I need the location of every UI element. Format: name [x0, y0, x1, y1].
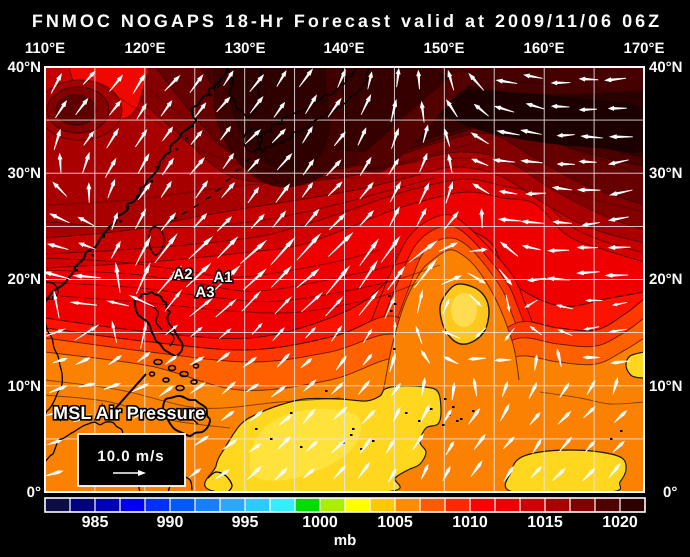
svg-text:995: 995 — [232, 514, 259, 531]
svg-text:A2: A2 — [173, 266, 192, 283]
svg-text:1005: 1005 — [377, 514, 413, 531]
svg-text:990: 990 — [157, 514, 184, 531]
svg-text:985: 985 — [82, 514, 109, 531]
svg-text:110°E: 110°E — [25, 40, 65, 57]
svg-text:40°N: 40°N — [649, 59, 683, 76]
svg-text:120°E: 120°E — [124, 40, 165, 57]
svg-text:FNMOC NOGAPS 18-Hr Forecast va: FNMOC NOGAPS 18-Hr Forecast valid at 200… — [32, 11, 662, 31]
svg-text:160°E: 160°E — [523, 40, 564, 57]
svg-text:20°N: 20°N — [649, 271, 683, 288]
svg-text:10.0 m/s: 10.0 m/s — [97, 448, 164, 465]
svg-text:130°E: 130°E — [224, 40, 265, 57]
svg-text:1020: 1020 — [602, 514, 638, 531]
svg-text:30°N: 30°N — [649, 165, 683, 182]
svg-text:30°N: 30°N — [7, 165, 41, 182]
svg-text:A1: A1 — [213, 269, 232, 286]
svg-text:140°E: 140°E — [323, 40, 364, 57]
svg-text:mb: mb — [334, 532, 357, 549]
svg-text:0°: 0° — [27, 484, 41, 501]
svg-text:10°N: 10°N — [7, 378, 41, 395]
svg-text:A3: A3 — [195, 284, 214, 301]
svg-text:40°N: 40°N — [7, 59, 41, 76]
svg-text:1015: 1015 — [527, 514, 563, 531]
svg-text:0°: 0° — [663, 484, 677, 501]
svg-text:1010: 1010 — [452, 514, 488, 531]
svg-text:150°E: 150°E — [423, 40, 464, 57]
svg-text:10°N: 10°N — [649, 378, 683, 395]
svg-text:20°N: 20°N — [7, 271, 41, 288]
svg-text:MSL Air Pressure: MSL Air Pressure — [53, 403, 205, 423]
svg-text:170°E: 170°E — [623, 40, 664, 57]
svg-text:1000: 1000 — [302, 514, 338, 531]
